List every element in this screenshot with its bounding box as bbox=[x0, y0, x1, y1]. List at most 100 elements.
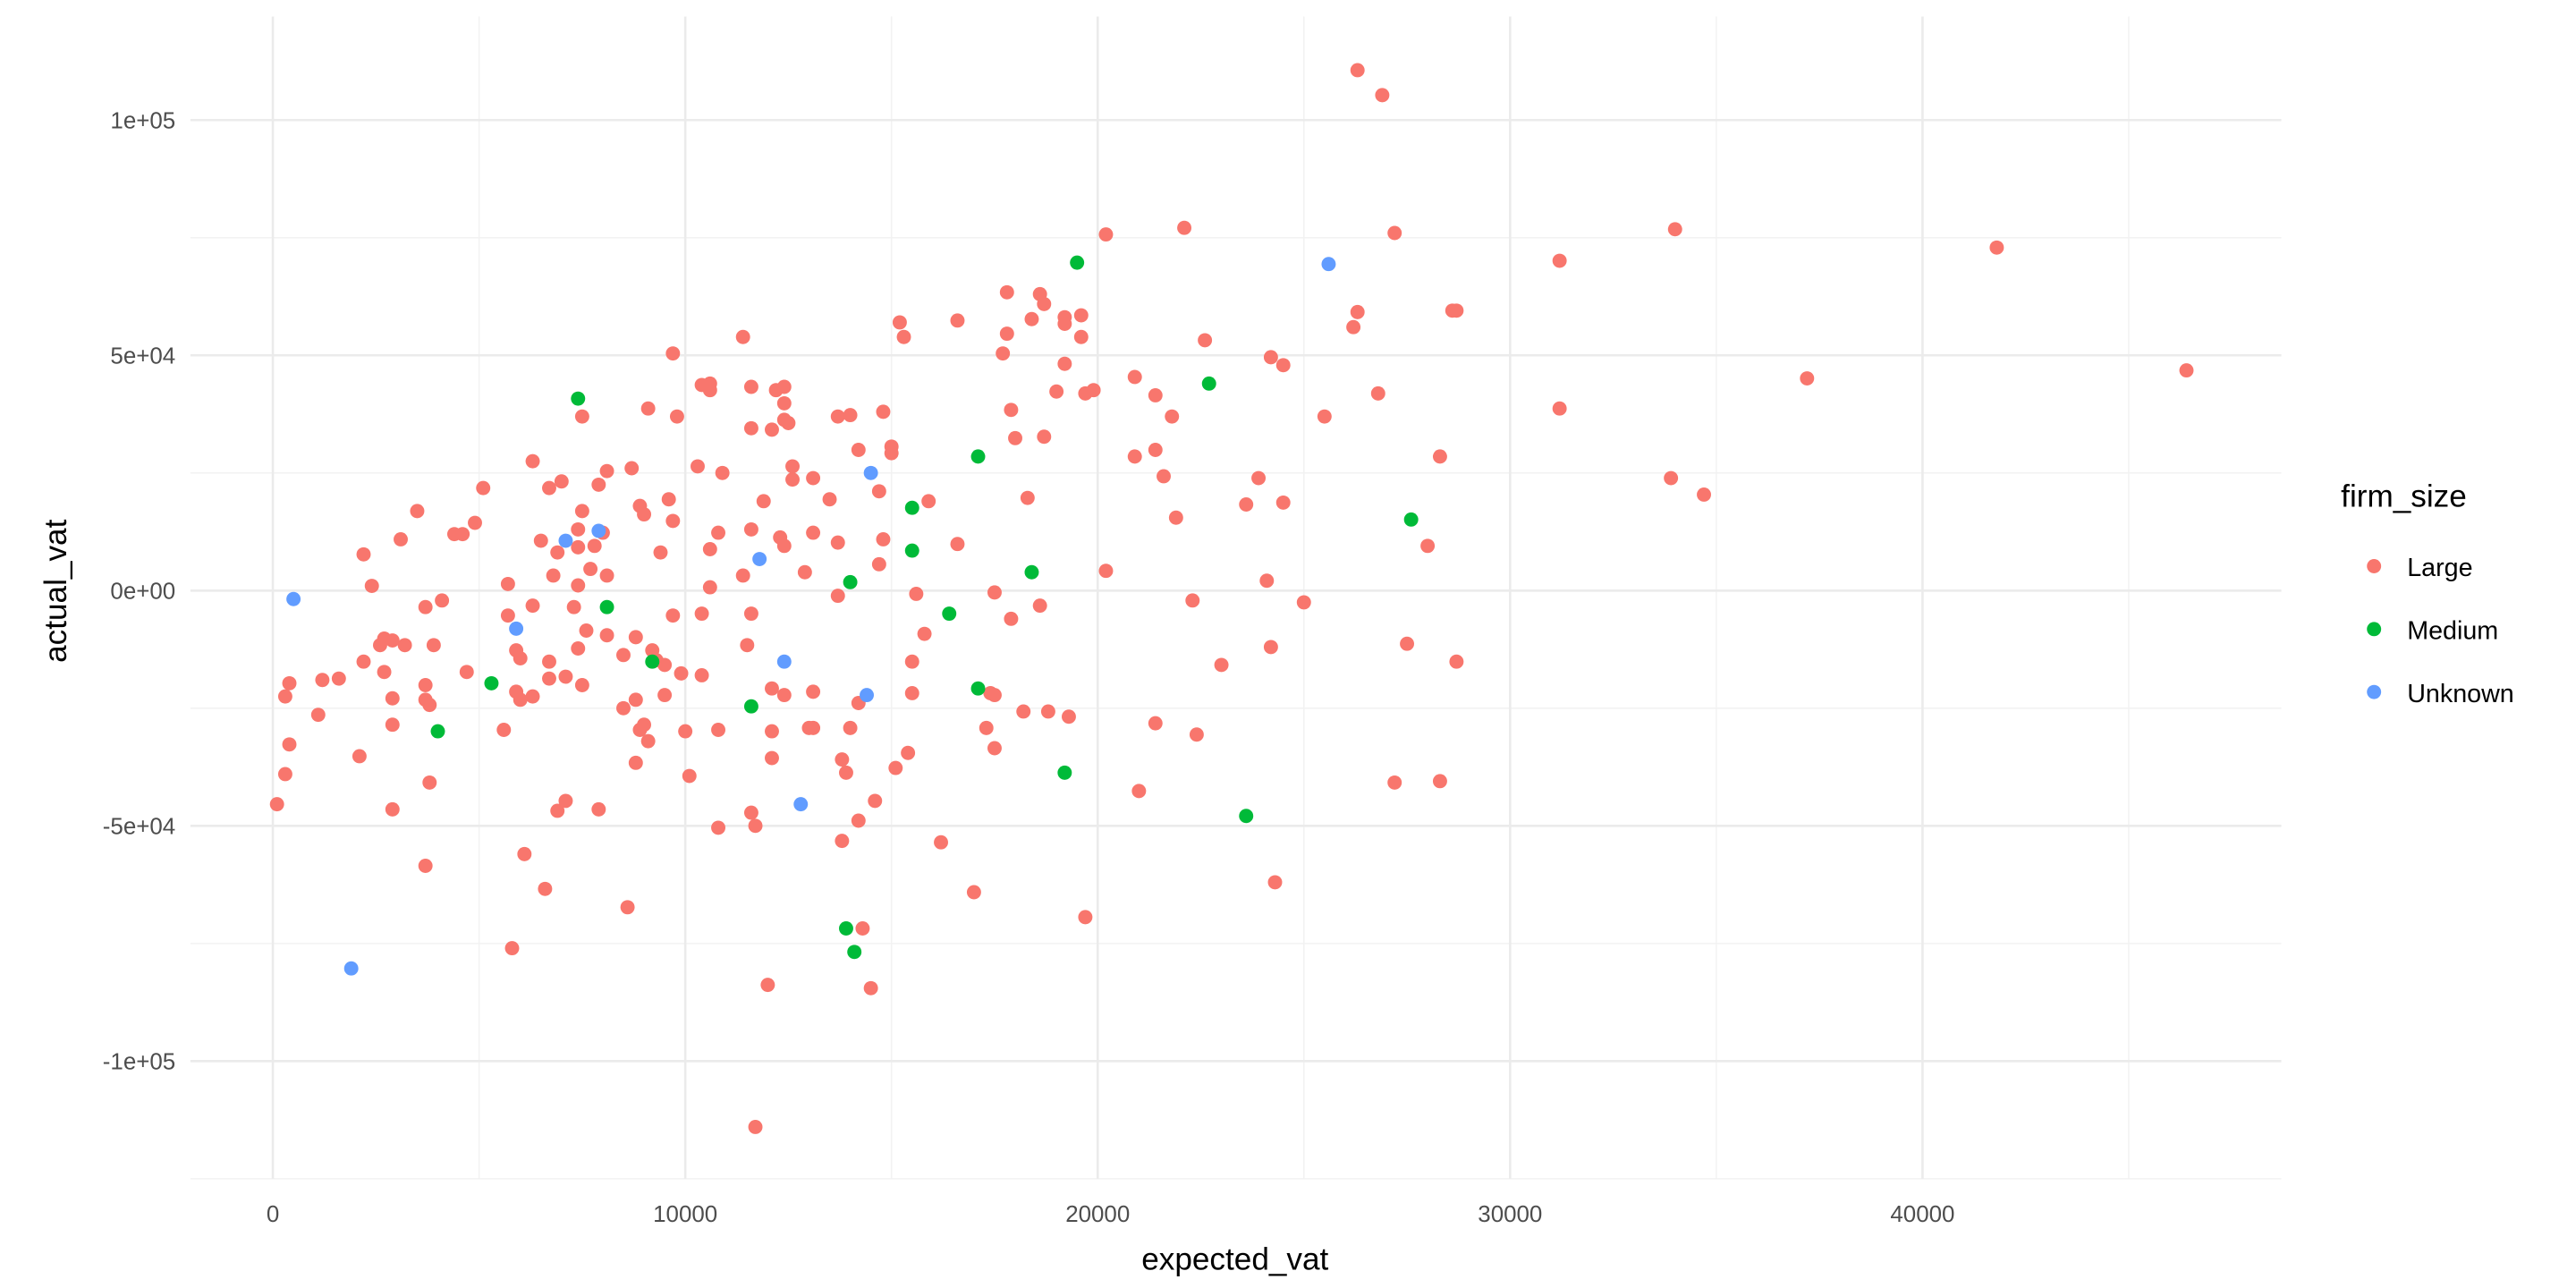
point-large bbox=[1189, 727, 1204, 742]
point-large bbox=[500, 608, 515, 623]
point-large bbox=[797, 564, 812, 580]
point-large bbox=[637, 507, 652, 522]
point-large bbox=[574, 678, 589, 692]
point-large bbox=[1008, 430, 1022, 445]
point-large bbox=[1449, 303, 1464, 318]
point-large bbox=[282, 737, 297, 752]
point-medium bbox=[1403, 512, 1419, 527]
point-large bbox=[637, 717, 652, 733]
point-large bbox=[435, 593, 450, 608]
point-large bbox=[702, 542, 717, 556]
point-large bbox=[640, 401, 656, 416]
point-large bbox=[888, 760, 903, 775]
point-large bbox=[1032, 598, 1047, 614]
point-unknown bbox=[793, 797, 809, 812]
point-large bbox=[1177, 220, 1192, 235]
point-large bbox=[822, 492, 837, 507]
point-large bbox=[1016, 704, 1031, 719]
point-large bbox=[901, 745, 916, 760]
point-medium bbox=[571, 391, 586, 406]
point-large bbox=[876, 404, 891, 419]
point-large bbox=[538, 881, 553, 896]
point-large bbox=[1078, 910, 1093, 925]
point-large bbox=[1432, 774, 1447, 789]
point-medium bbox=[645, 654, 660, 669]
point-large bbox=[1098, 227, 1114, 242]
point-large bbox=[394, 531, 408, 547]
point-medium bbox=[839, 921, 853, 936]
point-large bbox=[996, 346, 1011, 361]
point-large bbox=[735, 329, 750, 344]
point-large bbox=[851, 813, 866, 828]
point-large bbox=[542, 671, 556, 686]
point-large bbox=[599, 463, 614, 479]
point-large bbox=[1263, 640, 1278, 655]
point-large bbox=[1185, 593, 1200, 608]
tick-labels: 0 10000 20000 30000 40000 -1e+05 -5e+04 0e+00 5e… bbox=[103, 108, 1955, 1226]
point-large bbox=[843, 408, 858, 423]
point-large bbox=[500, 576, 515, 591]
point-large bbox=[352, 749, 367, 764]
point-large bbox=[571, 578, 586, 593]
point-large bbox=[1098, 564, 1114, 579]
point-large bbox=[1131, 784, 1147, 799]
point-large bbox=[657, 657, 673, 673]
point-large bbox=[455, 527, 470, 542]
point-medium bbox=[599, 599, 614, 614]
point-large bbox=[756, 494, 771, 509]
point-large bbox=[1387, 225, 1402, 241]
point-large bbox=[377, 665, 392, 680]
point-large bbox=[422, 775, 437, 790]
point-large bbox=[591, 801, 606, 817]
point-large bbox=[921, 494, 936, 509]
point-large bbox=[513, 692, 528, 708]
point-large bbox=[1040, 704, 1055, 719]
point-unknown bbox=[863, 465, 878, 480]
grid bbox=[190, 16, 2282, 1180]
point-large bbox=[269, 797, 284, 812]
point-large bbox=[760, 978, 775, 993]
point-large bbox=[1267, 875, 1283, 890]
point-large bbox=[1086, 383, 1101, 398]
point-large bbox=[571, 641, 586, 656]
point-large bbox=[385, 633, 400, 648]
point-large bbox=[599, 568, 614, 583]
point-large bbox=[525, 598, 540, 614]
point-large bbox=[748, 1120, 763, 1134]
point-large bbox=[785, 459, 800, 474]
point-large bbox=[620, 900, 635, 915]
point-large bbox=[835, 752, 850, 767]
point-large bbox=[616, 648, 631, 663]
y-tick-label: -1e+05 bbox=[103, 1050, 175, 1075]
point-large bbox=[616, 700, 631, 716]
point-large bbox=[1667, 222, 1682, 237]
point-large bbox=[979, 720, 994, 735]
point-large bbox=[364, 579, 379, 593]
point-large bbox=[277, 767, 292, 782]
point-large bbox=[711, 525, 725, 540]
point-unknown bbox=[776, 654, 792, 669]
data-points bbox=[269, 63, 2194, 1134]
point-medium bbox=[904, 500, 919, 515]
point-large bbox=[884, 445, 899, 461]
point-large bbox=[743, 606, 758, 622]
point-large bbox=[587, 538, 602, 554]
point-large bbox=[1552, 401, 1567, 416]
x-tick-label: 30000 bbox=[1478, 1202, 1542, 1227]
point-large bbox=[966, 885, 981, 900]
point-unknown bbox=[509, 621, 524, 636]
point-large bbox=[917, 626, 932, 641]
point-large bbox=[657, 688, 673, 703]
point-large bbox=[765, 724, 779, 739]
point-large bbox=[950, 313, 965, 328]
point-medium bbox=[1201, 376, 1216, 391]
point-unknown bbox=[1321, 257, 1336, 272]
point-large bbox=[1037, 429, 1052, 445]
point-large bbox=[776, 379, 792, 394]
point-large bbox=[1275, 358, 1291, 373]
point-large bbox=[426, 638, 441, 653]
x-tick-label: 10000 bbox=[653, 1202, 717, 1227]
point-unknown bbox=[752, 552, 767, 566]
y-axis-title: actual_vat bbox=[38, 519, 73, 662]
point-large bbox=[1024, 311, 1039, 326]
